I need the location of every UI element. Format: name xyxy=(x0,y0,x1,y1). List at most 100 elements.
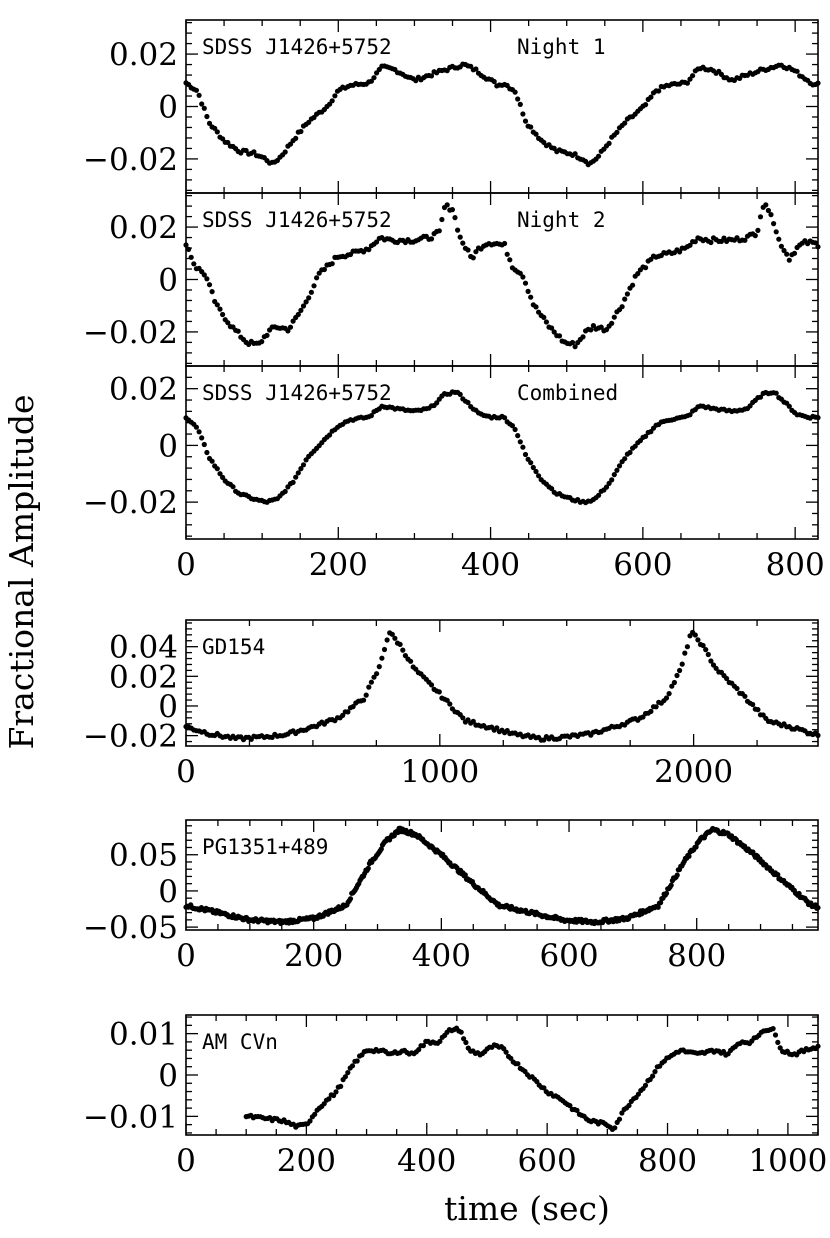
data-point xyxy=(235,328,241,334)
data-point xyxy=(765,207,772,214)
y-tick-label: 0 xyxy=(158,428,178,464)
data-point xyxy=(773,390,779,396)
data-point xyxy=(734,685,740,692)
data-point xyxy=(616,1116,623,1122)
data-point xyxy=(653,704,659,710)
data-point xyxy=(201,272,207,278)
x-tick-label: 200 xyxy=(277,1143,336,1179)
y-tick-label: −0.01 xyxy=(83,1099,178,1135)
data-point xyxy=(556,333,563,339)
data-point xyxy=(327,432,333,438)
data-point xyxy=(345,709,351,715)
data-point xyxy=(463,1039,469,1046)
panel-label-right: Night 2 xyxy=(517,208,606,232)
data-point xyxy=(191,261,197,267)
data-point xyxy=(679,661,685,667)
data-point xyxy=(522,280,529,286)
x-tick-label: 800 xyxy=(667,938,726,974)
data-point xyxy=(371,75,377,81)
data-point xyxy=(392,635,398,641)
data-point xyxy=(635,271,641,277)
data-point xyxy=(439,216,445,223)
x-tick-label: 800 xyxy=(638,1143,697,1179)
data-point xyxy=(611,314,617,320)
data-point xyxy=(188,254,194,260)
data-point xyxy=(457,234,463,240)
data-point xyxy=(206,120,213,126)
data-point xyxy=(311,283,317,289)
data-point xyxy=(217,471,223,477)
data-point xyxy=(606,140,612,146)
data-point xyxy=(763,202,769,208)
data-point xyxy=(473,66,479,72)
data-point xyxy=(614,129,620,135)
data-point xyxy=(609,477,615,483)
data-point xyxy=(434,400,440,406)
data-point xyxy=(533,304,539,310)
data-point xyxy=(616,463,623,469)
data-point xyxy=(757,214,764,220)
data-point xyxy=(622,296,628,302)
data-point xyxy=(603,484,610,490)
x-tick-label: 600 xyxy=(613,547,672,583)
data-point xyxy=(520,274,526,280)
data-point xyxy=(293,135,299,141)
panel-label-right: Night 1 xyxy=(517,35,606,59)
data-point xyxy=(502,240,508,247)
data-point xyxy=(574,1107,580,1113)
data-point xyxy=(794,68,800,74)
data-point xyxy=(214,466,220,472)
data-point xyxy=(658,900,664,906)
y-tick-label: 0 xyxy=(158,90,178,126)
data-point xyxy=(652,1069,658,1075)
data-point xyxy=(674,872,680,878)
data-point xyxy=(530,464,536,471)
data-point xyxy=(541,1085,547,1091)
data-point xyxy=(347,896,354,902)
data-point xyxy=(342,1074,348,1080)
data-point xyxy=(515,433,521,439)
data-point xyxy=(428,73,435,79)
data-point xyxy=(533,468,539,475)
data-point xyxy=(381,646,388,653)
data-point xyxy=(588,327,594,333)
data-point xyxy=(528,460,534,466)
data-point xyxy=(742,237,748,243)
data-point xyxy=(193,87,199,93)
data-point xyxy=(349,1063,356,1069)
data-point xyxy=(611,472,617,478)
data-points xyxy=(183,389,821,506)
data-point xyxy=(458,1029,464,1035)
data-point xyxy=(193,424,199,430)
data-point xyxy=(196,429,202,435)
data-point xyxy=(569,339,576,346)
panel-label-left: PG1351+489 xyxy=(202,835,328,859)
data-point xyxy=(614,467,620,473)
data-point xyxy=(775,872,781,878)
data-point xyxy=(742,693,748,699)
x-tick-label: 400 xyxy=(397,1143,456,1179)
data-point xyxy=(512,426,518,433)
data-point xyxy=(750,701,756,708)
data-point xyxy=(567,1103,573,1109)
data-point xyxy=(416,1047,422,1053)
data-point xyxy=(619,304,625,310)
y-tick-label: −0.05 xyxy=(83,910,178,946)
data-point xyxy=(755,707,761,713)
data-point xyxy=(705,651,711,658)
data-point xyxy=(225,320,231,326)
data-point xyxy=(282,488,288,495)
data-point xyxy=(199,435,205,441)
data-point xyxy=(420,1043,426,1049)
data-point xyxy=(366,247,372,253)
panel-frame xyxy=(185,365,819,540)
data-point xyxy=(622,120,628,126)
data-points xyxy=(183,61,821,168)
data-point xyxy=(677,667,683,674)
data-point xyxy=(528,124,534,130)
y-tick-label: 0.02 xyxy=(109,210,178,246)
data-point xyxy=(622,456,628,462)
data-point xyxy=(525,288,531,294)
data-point xyxy=(777,1045,783,1051)
